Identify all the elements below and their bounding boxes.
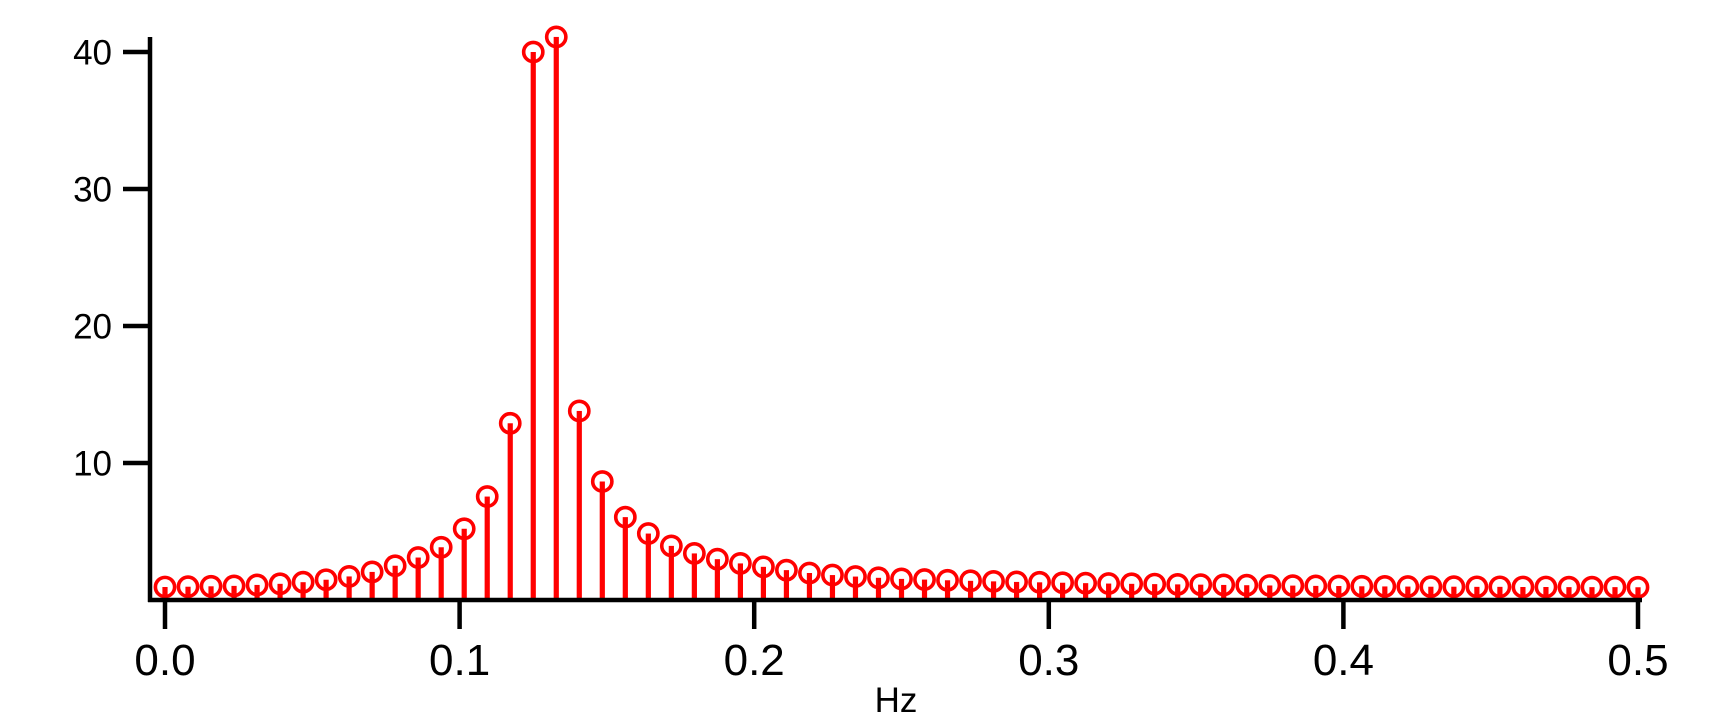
data-point <box>429 535 453 598</box>
data-point <box>1603 575 1627 599</box>
data-point <box>1051 571 1075 598</box>
data-point <box>1166 572 1190 598</box>
data-point <box>406 546 430 598</box>
data-point <box>867 566 890 598</box>
data-point <box>268 572 292 598</box>
data-point <box>1626 575 1650 599</box>
data-point <box>1442 575 1466 599</box>
data-point <box>775 558 798 598</box>
y-tick-label: 20 <box>73 308 112 347</box>
data-point <box>1488 575 1512 599</box>
data-point <box>176 575 200 599</box>
data-point <box>821 563 844 598</box>
x-tick-label: 0.5 <box>1607 636 1668 685</box>
data-point <box>1120 572 1144 598</box>
data-point <box>1028 570 1051 598</box>
data-point <box>153 575 177 599</box>
data-point <box>199 574 223 598</box>
data-point <box>1074 571 1098 598</box>
data-point <box>1511 575 1535 599</box>
data-point <box>1189 573 1213 598</box>
data-point <box>1281 574 1305 598</box>
data-point <box>521 40 545 598</box>
data-point <box>798 561 821 598</box>
data-point <box>1212 573 1236 598</box>
data-point <box>1419 575 1443 599</box>
data-point <box>360 560 384 598</box>
x-tick-label: 0.1 <box>429 636 490 685</box>
data-point <box>682 542 706 598</box>
data-point <box>544 25 568 598</box>
data-point <box>1580 575 1604 599</box>
data-point <box>1097 572 1121 598</box>
data-point <box>1350 574 1374 598</box>
data-point <box>982 569 1005 598</box>
data-point <box>659 534 683 598</box>
data-point <box>1327 574 1351 598</box>
data-point <box>1143 572 1167 598</box>
x-tick-label: 0.0 <box>134 636 195 685</box>
data-point <box>1534 575 1558 599</box>
data-point <box>1396 575 1420 598</box>
data-point <box>452 517 476 598</box>
data-point <box>1304 574 1328 598</box>
data-point <box>314 568 338 598</box>
x-tick-label: 0.4 <box>1313 636 1374 685</box>
data-point <box>705 547 729 598</box>
y-tick-label: 30 <box>73 171 112 210</box>
data-point <box>337 565 361 598</box>
data-point <box>222 574 246 598</box>
x-tick-label: 0.2 <box>724 636 785 685</box>
axes <box>147 37 1642 603</box>
y-tick-label: 40 <box>73 34 112 73</box>
data-point <box>936 568 959 598</box>
data-point <box>913 568 936 598</box>
data-point <box>613 505 637 598</box>
data-point <box>1465 575 1489 599</box>
data-point <box>475 485 499 598</box>
data-point <box>1258 574 1282 598</box>
data-point <box>636 522 660 598</box>
data-point <box>567 399 591 598</box>
data-point <box>1005 570 1028 598</box>
data-point <box>890 567 913 598</box>
x-tick-label: 0.3 <box>1018 636 1079 685</box>
data-point <box>291 570 315 598</box>
x-axis-title: Hz <box>875 681 918 720</box>
data-point <box>590 470 614 598</box>
data-point <box>752 555 775 598</box>
data-point <box>498 411 522 598</box>
data-point <box>959 569 982 598</box>
data-point <box>245 573 269 598</box>
y-tick-label: 10 <box>73 445 112 484</box>
series-power-spectrum <box>153 25 1650 599</box>
data-point <box>1557 575 1581 599</box>
data-point <box>383 554 407 598</box>
data-point <box>1235 573 1259 598</box>
data-point <box>1373 575 1397 598</box>
data-point <box>844 565 867 598</box>
data-point <box>728 552 752 598</box>
